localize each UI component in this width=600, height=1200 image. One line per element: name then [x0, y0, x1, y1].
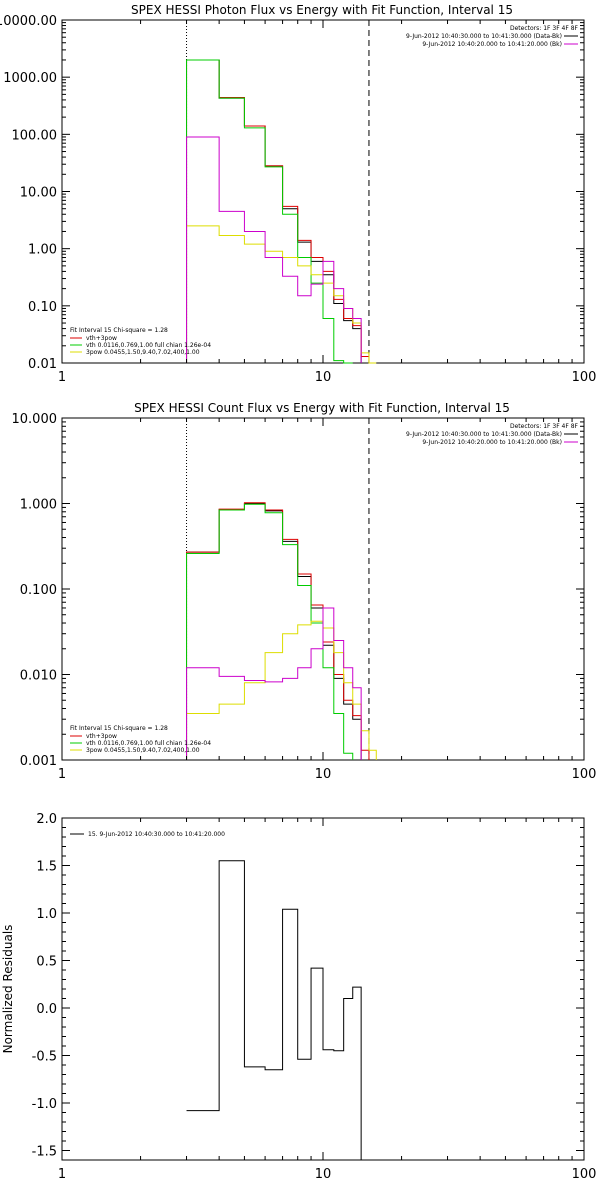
- series-group: [186, 59, 377, 364]
- legend-entry-3pow: 3pow 0.0455,1.50,9.40,7.02,400,1.00: [86, 747, 200, 754]
- y-tick-label: 0.5: [36, 955, 57, 970]
- series-vth-3pow: [186, 502, 370, 760]
- y-axis: 0.01 0.10 1.00 10.00 100.00 1000.00 10000.00: [0, 14, 584, 372]
- chart-title: SPEX HESSI Photon Flux vs Energy with Fi…: [131, 3, 513, 17]
- y-tick-label: 2.0: [36, 812, 57, 827]
- residuals-chart: -1.5 -1.0 -0.5 0.0 0.5 1.0 1.5 2.0 1 10 100 Norma…: [1, 812, 596, 1182]
- y-tick-label: -1.5: [32, 1145, 57, 1160]
- legend-top-right: Detectors: 1F 3F 4F 8F 9-Jun-2012 10:40:…: [406, 25, 578, 48]
- legend-header: Fit Interval 15 Chi-square = 1.28: [70, 725, 168, 732]
- x-axis: 1 10 100: [58, 818, 597, 1182]
- legend-header: Fit Interval 15 Chi-square = 1.28: [70, 327, 168, 334]
- series-vth: [186, 503, 354, 760]
- legend-entry-data-bk: 9-Jun-2012 10:40:30.000 to 10:41:30.000 …: [406, 431, 562, 438]
- y-tick-label: 0.001: [20, 754, 57, 769]
- y-axis: -1.5 -1.0 -0.5 0.0 0.5 1.0 1.5 2.0: [32, 812, 584, 1160]
- chart-title: SPEX HESSI Count Flux vs Energy with Fit…: [134, 401, 510, 415]
- y-axis: 0.001 0.010 0.100 1.000 10.000: [12, 412, 584, 769]
- legend-entry-vth: vth 0.0116,0.769,1.00 full chian 1.26e-0…: [86, 740, 211, 747]
- y-tick-label: 0.100: [20, 583, 57, 598]
- y-tick-label: 100.00: [12, 128, 58, 143]
- x-axis: 1 10 100: [58, 20, 597, 385]
- y-tick-label: 0.01: [28, 357, 57, 372]
- marker-lines: [186, 418, 370, 760]
- y-tick-label: 1.000: [20, 498, 57, 513]
- x-tick-label: 10: [315, 1167, 332, 1182]
- x-tick-label: 100: [572, 767, 597, 782]
- x-tick-label: 100: [572, 1167, 597, 1182]
- marker-lines: [186, 20, 370, 363]
- series-bk: [186, 136, 362, 363]
- legend-bottom-left: Fit Interval 15 Chi-square = 1.28 vth+3p…: [70, 725, 211, 754]
- series-3pow: [186, 225, 377, 364]
- series-bk: [186, 607, 362, 760]
- y-tick-label: 0.0: [36, 1002, 57, 1017]
- series-data-bk: [186, 503, 362, 760]
- x-tick-label: 1: [58, 1167, 66, 1182]
- legend-entry-bk: 9-Jun-2012 10:40:20.000 to 10:41:20.000 …: [422, 439, 562, 446]
- series-group: [186, 502, 377, 760]
- x-tick-label: 10: [315, 370, 332, 385]
- series-residuals: [186, 860, 369, 1161]
- y-tick-label: 1000.00: [3, 71, 57, 86]
- x-tick-label: 1: [58, 767, 66, 782]
- legend-top-left: 15. 9-Jun-2012 10:40:30.000 to 10:41:20.…: [70, 831, 225, 838]
- series-vth-3pow: [186, 59, 370, 363]
- legend-top-right: Detectors: 1F 3F 4F 8F 9-Jun-2012 10:40:…: [406, 423, 578, 446]
- legend-entry-vth: vth 0.0116,0.769,1.00 full chian 1.26e-0…: [86, 342, 211, 349]
- legend-entry-vth-3pow: vth+3pow: [86, 335, 117, 342]
- series-vth: [186, 59, 353, 364]
- y-tick-label: 1.0: [36, 907, 57, 922]
- legend-entry-bk: 9-Jun-2012 10:40:20.000 to 10:41:20.000 …: [422, 41, 562, 48]
- legend-header: Detectors: 1F 3F 4F 8F: [510, 423, 579, 430]
- y-tick-label: 1.5: [36, 860, 57, 875]
- y-tick-label: -1.0: [32, 1097, 57, 1112]
- series-group: [186, 860, 369, 1161]
- x-tick-label: 10: [315, 767, 332, 782]
- legend-entry-vth-3pow: vth+3pow: [86, 733, 117, 740]
- x-tick-label: 1: [58, 370, 66, 385]
- legend-entry-data-bk: 9-Jun-2012 10:40:30.000 to 10:41:30.000 …: [406, 33, 562, 40]
- plot-frame: [61, 417, 585, 761]
- x-axis: 1 10 100: [58, 418, 597, 782]
- legend-entry-interval: 15. 9-Jun-2012 10:40:30.000 to 10:41:20.…: [88, 831, 225, 838]
- photon-flux-chart: SPEX HESSI Photon Flux vs Energy with Fi…: [0, 3, 596, 385]
- legend-entry-3pow: 3pow 0.0455,1.50,9.40,7.02,400,1.00: [86, 349, 200, 356]
- x-tick-label: 100: [572, 370, 597, 385]
- y-tick-label: 0.10: [28, 300, 57, 315]
- count-flux-chart: SPEX HESSI Count Flux vs Energy with Fit…: [12, 401, 597, 782]
- y-tick-label: 10000.00: [0, 14, 57, 29]
- y-tick-label: 1.00: [28, 243, 57, 258]
- y-axis-label: Normalized Residuals: [1, 925, 15, 1054]
- legend-bottom-left: Fit Interval 15 Chi-square = 1.28 vth+3p…: [70, 327, 211, 356]
- y-tick-label: 0.010: [20, 669, 57, 684]
- series-data-bk: [186, 59, 362, 363]
- y-tick-label: 10.000: [12, 412, 58, 427]
- y-tick-label: 10.00: [20, 186, 57, 201]
- legend-header: Detectors: 1F 3F 4F 8F: [510, 25, 579, 32]
- y-tick-label: -0.5: [32, 1050, 57, 1065]
- series-3pow: [186, 620, 377, 760]
